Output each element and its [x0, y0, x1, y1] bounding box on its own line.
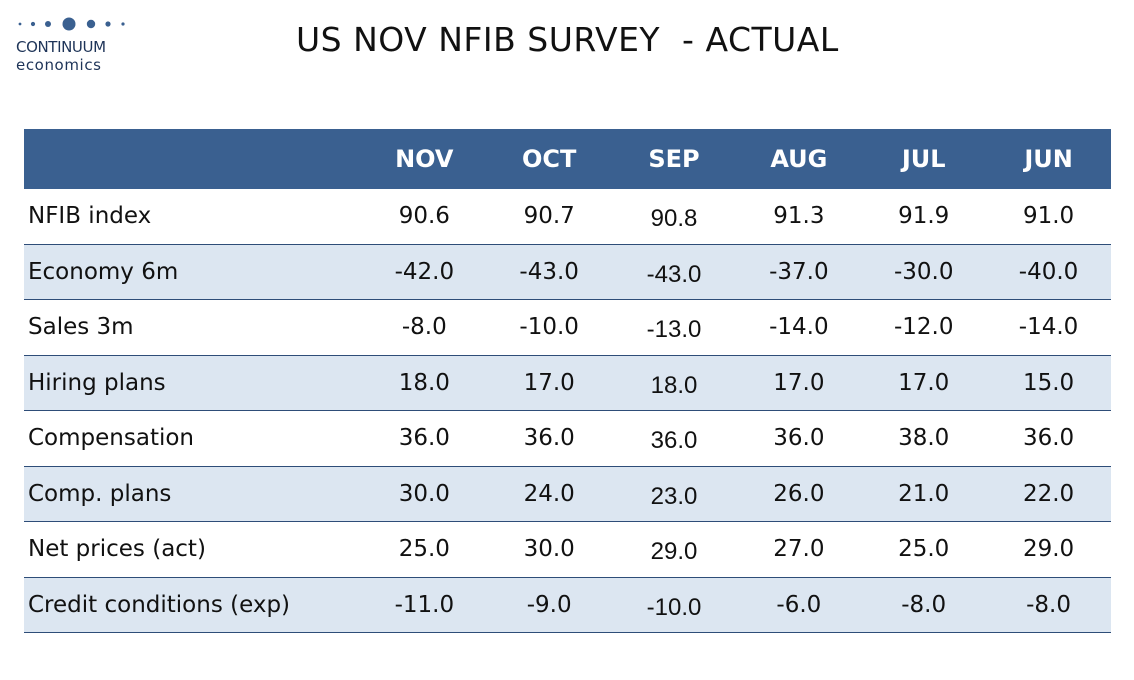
table-cell: 18.0: [398, 369, 450, 396]
table-row: NFIB index 90.6 90.7 90.8 91.3 91.9 91.0: [24, 189, 1111, 245]
table-cell: -14.0: [769, 314, 829, 341]
table-cell: -13.0: [646, 316, 702, 344]
page-title: US NOV NFIB SURVEY - ACTUAL: [296, 20, 839, 59]
table-cell: 29.0: [1022, 536, 1075, 563]
table-cell: 30.0: [398, 480, 450, 507]
table-cell: 29.0: [650, 538, 698, 566]
table-cell: 21.0: [898, 480, 950, 507]
logo-dots-icon: [18, 17, 125, 31]
row-label: Comp. plans: [28, 480, 172, 507]
table-cell: 15.0: [1022, 369, 1075, 396]
table-row: Economy 6m -42.0 -43.0 -43.0 -37.0 -30.0 -40.0: [24, 244, 1111, 300]
table-cell: 90.8: [650, 205, 698, 233]
table-row: Credit conditions (exp) -11.0 -9.0 -10.0 -6.…: [24, 577, 1111, 633]
table-cell: -10.0: [519, 314, 579, 341]
table-cell: -40.0: [1018, 258, 1079, 285]
row-label: Compensation: [28, 425, 194, 452]
table-cell: -37.0: [769, 258, 829, 285]
table-cell: -9.0: [526, 591, 572, 618]
table-cell: -43.0: [519, 258, 579, 285]
table-row: Comp. plans 30.0 24.0 23.0 26.0 21.0 22.0: [24, 466, 1111, 522]
logo: CONTINUUM economics: [14, 14, 138, 76]
table-row: Sales 3m -8.0 -10.0 -13.0 -14.0 -12.0 -14.0: [24, 300, 1111, 356]
table-header-row: NOV OCT SEP AUG JUL JUN: [24, 129, 1111, 189]
table-cell: -8.0: [1026, 591, 1071, 618]
row-label: NFIB index: [28, 203, 152, 230]
table-cell: 17.0: [773, 369, 825, 396]
table-cell: 91.9: [898, 203, 950, 230]
table-cell: -30.0: [893, 258, 954, 285]
table-cell: -6.0: [776, 591, 822, 618]
table-cell: 30.0: [523, 536, 575, 563]
table-cell: 90.6: [398, 203, 450, 230]
table-cell: 17.0: [523, 369, 575, 396]
table-cell: 22.0: [1022, 480, 1075, 507]
table-cell: 91.3: [773, 203, 825, 230]
row-label: Economy 6m: [28, 258, 179, 285]
logo-tagline: economics: [16, 56, 102, 74]
table-cell: 38.0: [898, 425, 950, 452]
data-table: NOV OCT SEP AUG JUL JUN NFIB index 90.6 90…: [24, 129, 1111, 633]
row-label: Credit conditions (exp): [28, 591, 291, 618]
table-cell: 36.0: [773, 425, 825, 452]
row-label: Sales 3m: [28, 314, 134, 341]
table-cell: -8.0: [401, 314, 447, 341]
table-cell: 91.0: [1022, 203, 1075, 230]
table-cell: 25.0: [898, 536, 950, 563]
table-cell: 18.0: [650, 371, 698, 399]
logo-wordmark: CONTINUUM: [16, 38, 106, 56]
table-cell: 23.0: [650, 482, 698, 510]
table-row: Compensation 36.0 36.0 36.0 36.0 38.0 36.0: [24, 411, 1111, 467]
table-cell: 25.0: [398, 536, 450, 563]
table-cell: -14.0: [1018, 314, 1079, 341]
table-cell: 36.0: [523, 425, 575, 452]
row-label: Net prices (act): [28, 536, 206, 563]
table-cell: 36.0: [650, 427, 698, 455]
table-body: NFIB index 90.6 90.7 90.8 91.3 91.9 91.0 Econom…: [24, 189, 1111, 633]
table-cell: 36.0: [398, 425, 450, 452]
table-cell: 27.0: [773, 536, 825, 563]
column-header: JUL: [901, 145, 946, 173]
table-cell: -10.0: [646, 593, 702, 621]
column-header: AUG: [770, 145, 828, 173]
table-cell: -43.0: [646, 260, 702, 288]
table-row: Net prices (act) 25.0 30.0 29.0 27.0 25.0 29.0: [24, 522, 1111, 578]
table-cell: 36.0: [1022, 425, 1075, 452]
table-cell: 17.0: [898, 369, 950, 396]
column-header: SEP: [648, 145, 700, 173]
column-header: JUN: [1024, 145, 1073, 173]
table-cell: 90.7: [523, 203, 575, 230]
table-cell: 26.0: [773, 480, 825, 507]
column-header: OCT: [521, 145, 577, 173]
table-cell: 24.0: [523, 480, 575, 507]
table-cell: -42.0: [394, 258, 455, 285]
row-label: Hiring plans: [28, 369, 166, 396]
table-cell: -11.0: [394, 591, 455, 618]
table-row: Hiring plans 18.0 17.0 18.0 17.0 17.0 15.0: [24, 355, 1111, 411]
column-header: NOV: [395, 145, 454, 173]
table-cell: -12.0: [893, 314, 954, 341]
table-cell: -8.0: [901, 591, 947, 618]
